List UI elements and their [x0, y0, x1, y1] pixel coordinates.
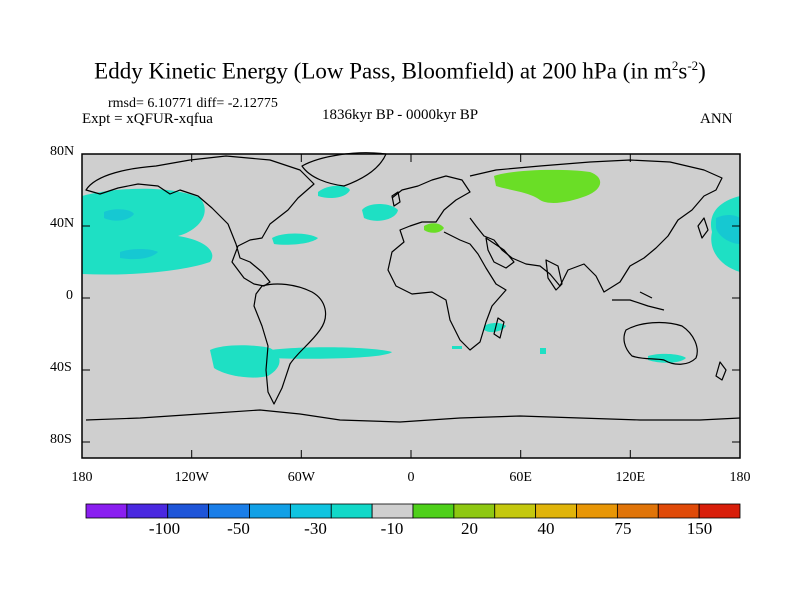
- colorbar-label: 20: [461, 519, 478, 538]
- indonesia-coast: [612, 291, 665, 311]
- colorbar-box: [576, 503, 618, 519]
- y-ticks: [82, 153, 740, 443]
- mid-atlantic-anomaly: [362, 204, 398, 221]
- y-label-80n: 80N: [50, 144, 75, 159]
- stats-label: rmsd= 6.10771 diff= -2.12775: [108, 96, 278, 111]
- south-america-coast: [253, 283, 327, 405]
- negative-strong-regions: [104, 209, 740, 260]
- colorbar-box: [535, 503, 577, 519]
- colorbar-box: [657, 503, 700, 519]
- plot-title: Eddy Kinetic Energy (Low Pass, Bloomfiel…: [94, 58, 706, 84]
- north-pacific-core: [104, 209, 134, 221]
- siberia-anomaly: [494, 169, 601, 203]
- south-pacific-anomaly: [210, 345, 280, 378]
- indian-ocean-anomaly: [540, 348, 546, 354]
- x-label-180e: 180: [729, 470, 751, 485]
- colorbar-box: [616, 503, 659, 519]
- season-label: ANN: [700, 111, 733, 127]
- uk-coast: [391, 191, 401, 207]
- colorbar-box: [85, 503, 128, 519]
- asia-coast: [469, 159, 723, 293]
- colorbar-label: 40: [537, 519, 555, 538]
- south-atlantic-small-anomaly: [452, 346, 462, 349]
- west-atlantic-anomaly: [272, 233, 318, 245]
- new-zealand-coast: [715, 361, 727, 381]
- period-label: 1836kyr BP - 0000kyr BP: [322, 107, 479, 123]
- y-label-40s: 40S: [50, 360, 72, 375]
- india-coast: [545, 259, 563, 291]
- north-america-coast: [85, 155, 315, 287]
- pacific-core-south: [120, 249, 158, 260]
- x-ticks: [81, 154, 741, 458]
- australia-coast: [623, 321, 698, 365]
- experiment-label: Expt = xQFUR-xqfua: [82, 111, 213, 127]
- colorbar-box: [167, 503, 210, 519]
- positive-anomaly-regions: [424, 169, 601, 233]
- colorbar-label: -100: [148, 519, 181, 538]
- x-label-0: 0: [407, 470, 415, 485]
- japan-coast: [697, 217, 709, 239]
- south-atlantic-anomaly: [270, 347, 392, 359]
- madagascar-coast: [493, 317, 505, 339]
- y-label-eq: 0: [66, 288, 73, 303]
- colorbar-box: [208, 503, 250, 519]
- x-label-60e: 60E: [509, 470, 532, 485]
- colorbar-box: [412, 503, 455, 519]
- y-label-40n: 40N: [50, 216, 75, 231]
- colorbar-box: [494, 503, 537, 519]
- east-pacific-core: [716, 215, 740, 244]
- y-label-80s: 80S: [50, 432, 72, 447]
- australia-anomaly: [648, 353, 686, 363]
- colorbar-label: -50: [227, 519, 250, 538]
- x-label-120w: 120W: [174, 470, 209, 485]
- colorbar-label: -10: [380, 519, 404, 538]
- nw-atlantic-anomaly: [318, 185, 350, 198]
- colorbar: [85, 503, 741, 519]
- x-label-180w: 180: [71, 470, 93, 485]
- x-label-120e: 120E: [615, 470, 646, 485]
- mediterranean-anomaly: [424, 223, 444, 233]
- colorbar-box: [453, 503, 496, 519]
- europe-africa-coast: [387, 175, 507, 351]
- colorbar-box: [330, 503, 373, 519]
- colorbar-box: [126, 503, 169, 519]
- colorbar-box: [371, 503, 414, 519]
- x-label-60w: 60W: [287, 470, 315, 485]
- coastlines: [85, 152, 741, 423]
- colorbar-box: [249, 503, 291, 519]
- colorbar-label: 75: [614, 519, 632, 538]
- colorbar-label: -30: [304, 519, 327, 538]
- antarctica-coast: [85, 409, 741, 423]
- colorbar-box: [289, 503, 332, 519]
- colorbar-box: [698, 503, 741, 519]
- colorbar-label: 150: [686, 519, 713, 538]
- arabia-coast: [485, 237, 515, 269]
- greenland-coast: [301, 152, 387, 187]
